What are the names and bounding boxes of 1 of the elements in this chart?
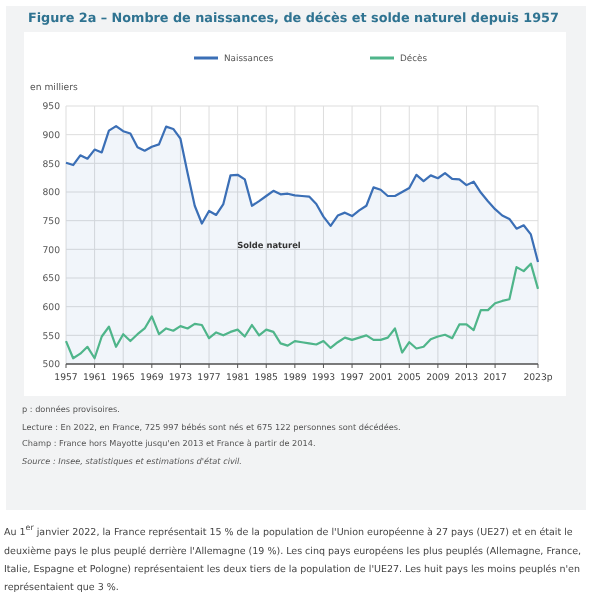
- line-series: [64, 262, 540, 360]
